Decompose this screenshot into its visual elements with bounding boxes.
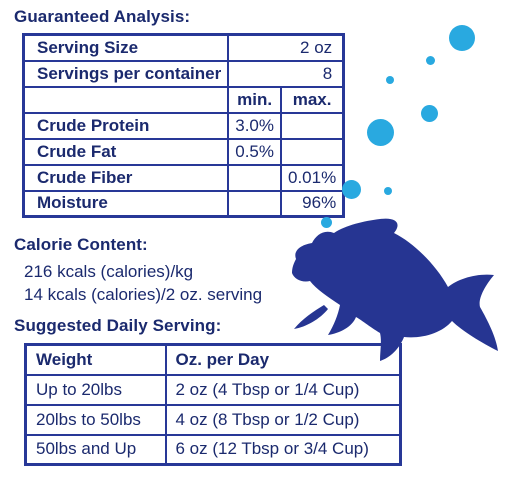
max-column-header: max. [279,85,345,114]
min-value [227,163,282,192]
table-row: Up to 20lbs 2 oz (4 Tbsp or 1/4 Cup) [24,373,402,406]
weight-cell: 20lbs to 50lbs [24,403,167,436]
fish-silhouette-icon [292,218,498,361]
calorie-per-kg-text: 216 kcals (calories)/kg [24,262,194,281]
weight-column-header: Weight [24,343,167,376]
table-row: Moisture 96% [22,189,345,218]
min-column-header: min. [227,85,282,114]
nutrient-label: Moisture [22,189,230,218]
table-row: 50lbs and Up 6 oz (12 Tbsp or 3/4 Cup) [24,433,402,466]
oz-per-day-cell: 6 oz (12 Tbsp or 3/4 Cup) [164,433,402,466]
guaranteed-analysis-table: Serving Size 2 oz Servings per container… [22,33,346,218]
table-header-row: Weight Oz. per Day [24,343,402,376]
bubble-icon [367,119,394,146]
servings-per-container-value: 8 [227,59,345,88]
serving-size-value: 2 oz [227,33,345,62]
nutrient-label: Crude Fat [22,137,230,166]
weight-cell: 50lbs and Up [24,433,167,466]
bubble-icon [342,180,361,199]
bubble-icon [449,25,475,51]
bubble-icon [426,56,435,65]
guaranteed-analysis-heading: Guaranteed Analysis: [14,7,191,26]
min-value: 0.5% [227,137,282,166]
min-value [227,189,282,218]
bubble-icon [421,105,438,122]
max-value [279,137,345,166]
table-row: Servings per container 8 [22,59,345,88]
oz-per-day-cell: 2 oz (4 Tbsp or 1/4 Cup) [164,373,402,406]
weight-cell: Up to 20lbs [24,373,167,406]
max-value: 96% [279,189,345,218]
table-row: Serving Size 2 oz [22,33,345,62]
table-row: Crude Fiber 0.01% [22,163,345,192]
table-row: Crude Fat 0.5% [22,137,345,166]
calorie-content-heading: Calorie Content: [14,235,148,254]
bubble-icon [386,76,394,84]
bubble-icon [321,217,332,228]
suggested-daily-serving-heading: Suggested Daily Serving: [14,316,222,335]
min-value: 3.0% [227,111,282,140]
table-row: Crude Protein 3.0% [22,111,345,140]
nutrient-label: Crude Protein [22,111,230,140]
serving-size-label: Serving Size [22,33,230,62]
max-value: 0.01% [279,163,345,192]
calorie-per-serving-text: 14 kcals (calories)/2 oz. serving [24,285,263,304]
suggested-daily-serving-table: Weight Oz. per Day Up to 20lbs 2 oz (4 T… [24,343,402,466]
table-header-row: min. max. [22,85,345,114]
nutrient-label: Crude Fiber [22,163,230,192]
oz-per-day-cell: 4 oz (8 Tbsp or 1/2 Cup) [164,403,402,436]
servings-per-container-label: Servings per container [22,59,230,88]
max-value [279,111,345,140]
bubble-icon [384,187,392,195]
oz-per-day-column-header: Oz. per Day [164,343,402,376]
empty-header-cell [22,85,230,114]
table-row: 20lbs to 50lbs 4 oz (8 Tbsp or 1/2 Cup) [24,403,402,436]
